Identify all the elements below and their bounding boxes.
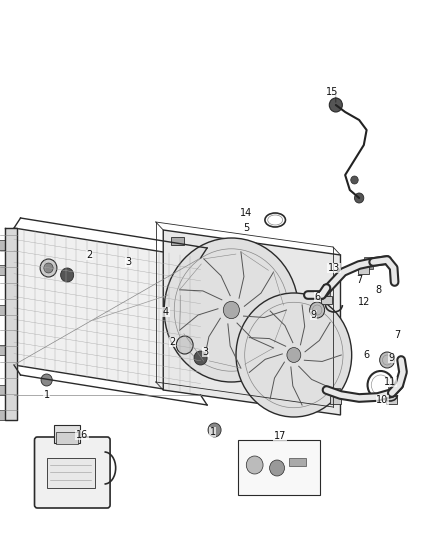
Polygon shape [5,228,17,420]
Text: 7: 7 [394,330,400,340]
Circle shape [380,352,395,368]
Text: 1: 1 [43,390,49,400]
Bar [289,458,306,466]
Text: 17: 17 [274,431,286,441]
Text: 16: 16 [76,430,88,440]
Circle shape [208,423,221,437]
Bar [171,237,184,245]
Circle shape [40,259,57,277]
FancyBboxPatch shape [35,437,110,508]
Bar [0,305,5,315]
Text: 14: 14 [240,208,252,218]
Bar [238,440,320,495]
Text: 15: 15 [326,87,338,97]
Circle shape [177,336,193,354]
Circle shape [194,351,207,365]
Text: 8: 8 [376,285,382,295]
Circle shape [329,98,343,112]
Text: 12: 12 [357,297,370,307]
Circle shape [44,263,53,273]
Bar [54,425,80,443]
Circle shape [354,193,364,203]
Text: 3: 3 [126,257,132,267]
Bar [321,296,332,304]
Bar [330,396,342,404]
Bar [0,410,5,420]
Bar [56,432,78,444]
Bar [388,387,396,399]
Text: 10: 10 [376,395,389,405]
Bar [46,458,95,488]
Circle shape [351,176,358,184]
Polygon shape [14,228,201,395]
Text: 9: 9 [389,353,395,363]
Circle shape [270,460,285,476]
Text: 8: 8 [437,347,438,357]
Text: 1: 1 [210,427,216,437]
Bar [0,345,5,355]
Text: 4: 4 [163,307,169,317]
Text: 2: 2 [170,337,176,347]
Bar [0,385,5,395]
Bar [0,240,5,250]
Circle shape [310,302,325,318]
Text: 11: 11 [384,377,396,387]
Bar [323,284,330,296]
Circle shape [223,301,240,319]
Circle shape [60,268,74,282]
Text: 6: 6 [314,292,320,302]
Text: 9: 9 [311,310,317,320]
Circle shape [41,374,52,386]
Bar [358,266,369,274]
Bar [386,396,397,404]
Bar [332,388,339,400]
Circle shape [164,238,299,382]
Text: 5: 5 [243,223,249,233]
Circle shape [236,293,352,417]
Text: 6: 6 [364,350,370,360]
Text: 2: 2 [86,250,93,260]
Polygon shape [163,230,340,415]
Text: 7: 7 [356,275,362,285]
Circle shape [287,348,301,362]
Circle shape [246,456,263,474]
Bar [364,257,373,269]
Bar [0,265,5,275]
Text: 13: 13 [328,263,340,273]
Text: 3: 3 [202,347,208,357]
